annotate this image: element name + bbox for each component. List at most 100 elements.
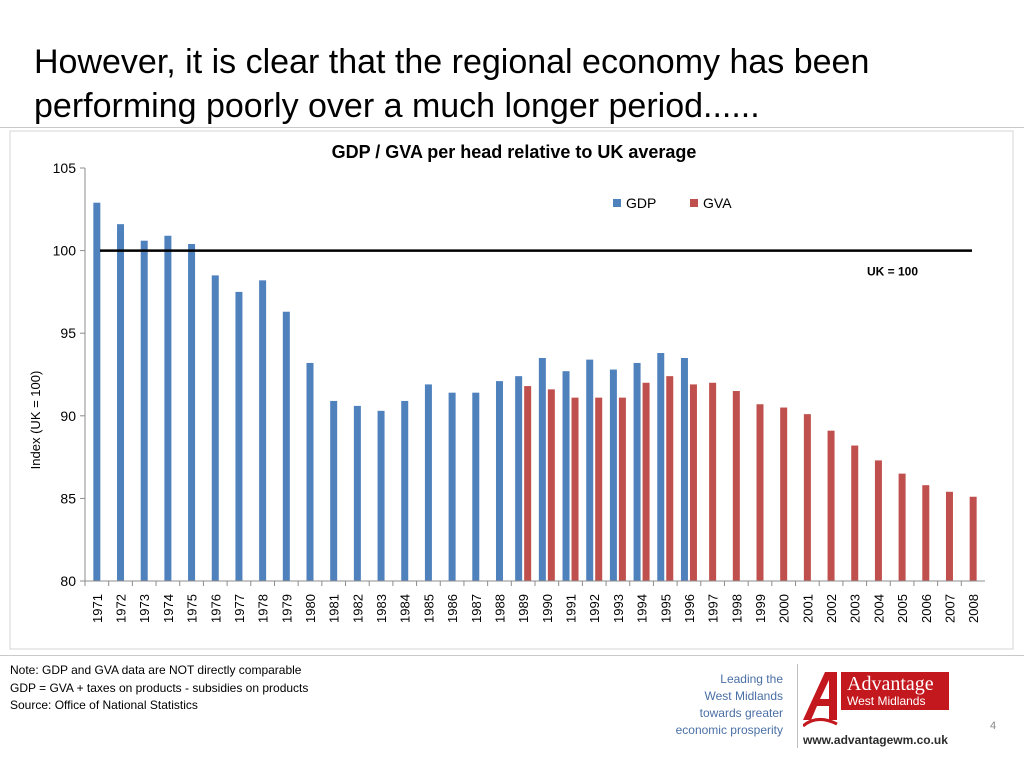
x-tick-label: 1987 bbox=[469, 594, 484, 623]
x-tick-label: 1992 bbox=[587, 594, 602, 623]
y-tick-label: 85 bbox=[60, 490, 76, 506]
tagline: Leading the West Midlands towards greate… bbox=[676, 671, 783, 739]
bar-gva-2001 bbox=[803, 414, 811, 581]
x-tick-label: 1994 bbox=[635, 594, 650, 623]
bar-gva-1999 bbox=[756, 404, 764, 581]
advantage-west-midlands-logo: Advantage West Midlands bbox=[803, 670, 949, 728]
website-link[interactable]: www.advantagewm.co.uk bbox=[803, 733, 948, 747]
bar-gdp-1981 bbox=[330, 400, 338, 581]
x-tick-label: 2001 bbox=[800, 594, 815, 623]
tagline-line: economic prosperity bbox=[675, 723, 783, 737]
x-tick-label: 1971 bbox=[90, 594, 105, 623]
bar-gdp-1977 bbox=[235, 291, 243, 581]
bar-gdp-1983 bbox=[377, 410, 385, 581]
tagline-line: West Midlands bbox=[704, 689, 783, 703]
bar-gdp-1985 bbox=[424, 384, 432, 581]
x-tick-label: 2004 bbox=[871, 594, 886, 623]
brand-box: Advantage West Midlands bbox=[841, 672, 949, 710]
x-tick-label: 1989 bbox=[516, 594, 531, 623]
legend-label-gva: GVA bbox=[703, 195, 732, 211]
x-tick-label: 1998 bbox=[729, 594, 744, 623]
title-divider bbox=[0, 127, 1024, 128]
x-tick-label: 1999 bbox=[753, 594, 768, 623]
tagline-line: towards greater bbox=[699, 706, 783, 720]
bar-gva-1995 bbox=[666, 376, 674, 581]
bar-gdp-1994 bbox=[633, 362, 641, 581]
bar-gdp-1989 bbox=[515, 376, 523, 581]
x-tick-label: 1990 bbox=[540, 594, 555, 623]
legend-label-gdp: GDP bbox=[626, 195, 656, 211]
bar-gdp-1996 bbox=[680, 357, 688, 581]
brand-name: Advantage bbox=[847, 673, 934, 695]
bar-gdp-1975 bbox=[188, 243, 196, 581]
y-tick-label: 90 bbox=[60, 408, 76, 424]
bar-gva-2006 bbox=[922, 485, 930, 581]
chart-title: GDP / GVA per head relative to UK averag… bbox=[332, 142, 697, 162]
x-tick-label: 2007 bbox=[942, 594, 957, 623]
x-tick-label: 1980 bbox=[303, 594, 318, 623]
x-tick-label: 1995 bbox=[658, 594, 673, 623]
bar-gdp-1974 bbox=[164, 235, 172, 581]
gdp-gva-chart: GDP / GVA per head relative to UK averag… bbox=[9, 130, 1014, 650]
bar-gva-1990 bbox=[547, 389, 555, 581]
brand-region: West Midlands bbox=[847, 694, 926, 708]
bar-gdp-1978 bbox=[259, 280, 267, 581]
bar-gdp-1992 bbox=[586, 359, 594, 581]
bar-gdp-1987 bbox=[472, 392, 480, 581]
uk-average-label: UK = 100 bbox=[867, 265, 918, 279]
bar-gdp-1984 bbox=[401, 400, 409, 581]
bar-gva-1993 bbox=[618, 397, 626, 581]
bar-gva-1997 bbox=[709, 382, 717, 581]
x-tick-label: 1976 bbox=[208, 594, 223, 623]
x-tick-label: 1985 bbox=[421, 594, 436, 623]
x-tick-label: 2008 bbox=[966, 594, 981, 623]
bar-gdp-1982 bbox=[353, 405, 361, 581]
bar-gva-1989 bbox=[524, 386, 532, 581]
bar-gva-2007 bbox=[945, 491, 953, 581]
x-tick-label: 1978 bbox=[256, 594, 271, 623]
note-source: Source: Office of National Statistics bbox=[10, 698, 198, 712]
slide-title: However, it is clear that the regional e… bbox=[34, 43, 870, 125]
footer-vertical-divider bbox=[797, 664, 798, 748]
y-tick-label: 100 bbox=[53, 243, 77, 259]
bar-gva-2004 bbox=[874, 460, 882, 581]
note-comparability: Note: GDP and GVA data are NOT directly … bbox=[10, 663, 302, 677]
bar-gdp-1995 bbox=[657, 353, 665, 581]
bar-gva-2003 bbox=[851, 445, 859, 581]
bar-gva-2008 bbox=[969, 496, 977, 581]
note-definition: GDP = GVA + taxes on products - subsidie… bbox=[10, 680, 309, 695]
tagline-line: Leading the bbox=[720, 672, 783, 686]
bar-gva-1998 bbox=[732, 391, 740, 581]
x-tick-label: 1977 bbox=[232, 594, 247, 623]
bar-gdp-1976 bbox=[211, 275, 219, 581]
bar-gva-1991 bbox=[571, 397, 579, 581]
bar-gdp-1993 bbox=[609, 369, 617, 581]
bar-gdp-1986 bbox=[448, 392, 456, 581]
y-axis-label: Index (UK = 100) bbox=[28, 371, 43, 470]
bar-gva-1996 bbox=[689, 384, 697, 581]
logo-a-mark-icon bbox=[803, 672, 838, 728]
chart-legend: GDP GVA bbox=[613, 195, 732, 211]
bar-gva-1994 bbox=[642, 382, 650, 581]
x-tick-label: 1981 bbox=[327, 594, 342, 623]
bar-gdp-1979 bbox=[282, 311, 290, 581]
bar-gva-2002 bbox=[827, 430, 835, 581]
y-tick-label: 80 bbox=[60, 573, 76, 589]
bar-gva-2005 bbox=[898, 473, 906, 581]
x-tick-label: 2000 bbox=[777, 594, 792, 623]
y-tick-label: 95 bbox=[60, 325, 76, 341]
x-tick-label: 1983 bbox=[374, 594, 389, 623]
bar-gdp-1980 bbox=[306, 362, 314, 581]
chart-notes: Note: GDP and GVA data are NOT directly … bbox=[10, 662, 308, 715]
bar-gva-1992 bbox=[595, 397, 603, 581]
x-tick-label: 1979 bbox=[279, 594, 294, 623]
page-number: 4 bbox=[990, 720, 997, 732]
x-tick-label: 1997 bbox=[706, 594, 721, 623]
bar-gdp-1991 bbox=[562, 371, 570, 581]
x-tick-label: 2006 bbox=[919, 594, 934, 623]
bar-gdp-1971 bbox=[93, 202, 101, 581]
x-tick-label: 2005 bbox=[895, 594, 910, 623]
bar-gdp-1988 bbox=[495, 381, 503, 581]
bar-gdp-1990 bbox=[538, 357, 546, 581]
x-tick-label: 1988 bbox=[492, 594, 507, 623]
